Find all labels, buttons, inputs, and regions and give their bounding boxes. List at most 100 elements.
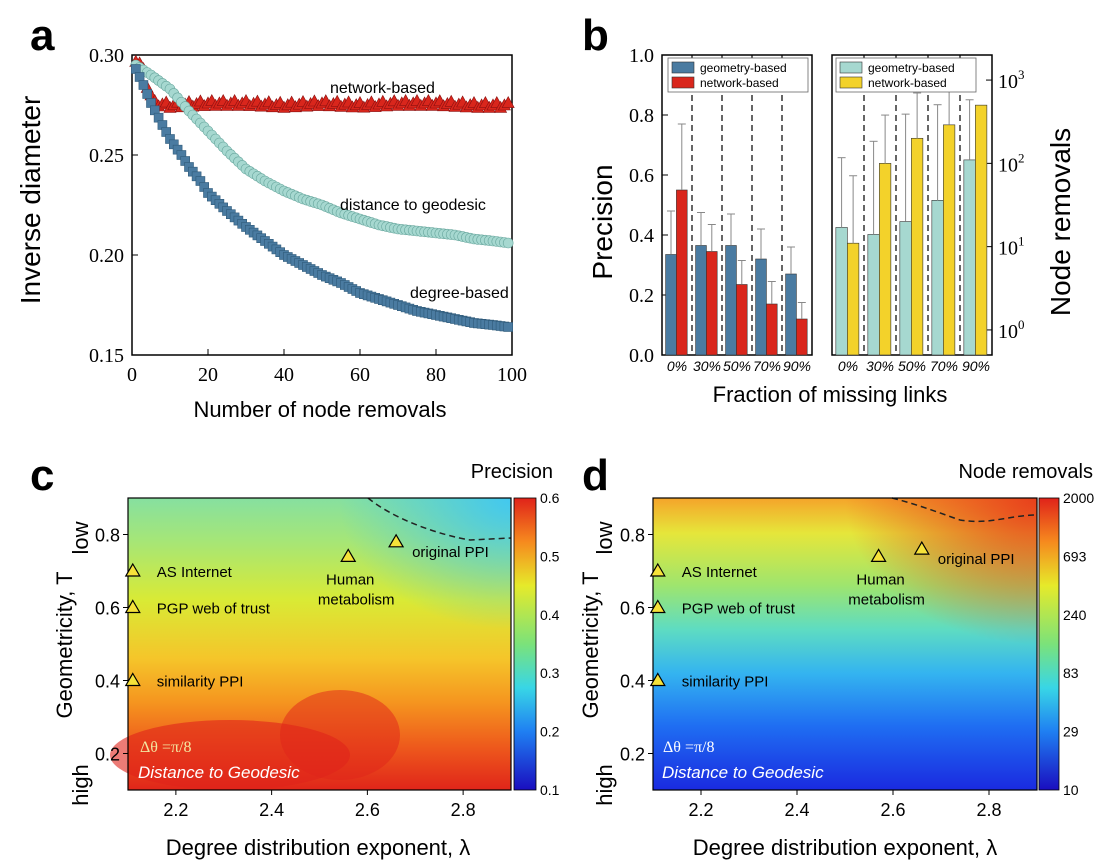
annotation-degree-based: degree-based bbox=[410, 285, 509, 302]
panel-b-marks bbox=[665, 81, 988, 356]
x-tick-label: 2.4 bbox=[259, 800, 284, 820]
point-marker bbox=[913, 540, 930, 555]
colorbar-label: 0.5 bbox=[540, 548, 560, 564]
bar-geometry-based bbox=[665, 254, 677, 356]
panel-c-note: Δθ =π/8 bbox=[140, 739, 192, 756]
y-tick-label: 1.0 bbox=[629, 45, 654, 67]
marker-degree-based bbox=[131, 64, 141, 74]
bar-network-based bbox=[943, 124, 956, 356]
colorbar-label: 693 bbox=[1063, 548, 1087, 564]
y-tick-label: 0.25 bbox=[89, 145, 124, 167]
panel-c-colorbar bbox=[513, 497, 537, 791]
panel-d-ylabel-high: high bbox=[592, 764, 617, 806]
y-tick-label: 0.4 bbox=[95, 672, 120, 692]
colorbar-label: 0.6 bbox=[540, 490, 560, 506]
y-tick-label: 0.8 bbox=[95, 526, 120, 546]
panel-a-ticks: 0 20 40 60 80 100 0.15 0.20 0.25 0.30 bbox=[89, 45, 527, 386]
bar-geometry-based bbox=[755, 258, 767, 356]
panel-c-frame bbox=[127, 497, 512, 791]
point-label: original PPI bbox=[938, 551, 1015, 568]
panel-c-points: AS Internet PGP web of trust similarity PP… bbox=[124, 533, 489, 691]
marker-degree-based bbox=[134, 72, 145, 82]
panel-b-left-legend: geometry-based network-based bbox=[667, 57, 809, 93]
colorbar-label: 0.3 bbox=[540, 665, 560, 681]
point-marker bbox=[124, 562, 141, 577]
point-marker bbox=[649, 562, 666, 577]
y-tick-label: 0.30 bbox=[89, 45, 124, 67]
colorbar-label: 0.2 bbox=[540, 724, 560, 740]
x-tick-label: 40 bbox=[274, 364, 294, 386]
point-marker bbox=[649, 599, 666, 614]
point-label: original PPI bbox=[412, 544, 489, 561]
x-tick-label: 50% bbox=[723, 358, 751, 374]
marker-degree-based bbox=[503, 322, 514, 332]
panel-d-frame bbox=[652, 497, 1038, 791]
bar-geometry-based bbox=[867, 234, 880, 356]
panel-b-xlabel: Fraction of missing links bbox=[713, 382, 948, 407]
x-tick-label: 2.4 bbox=[784, 800, 809, 820]
panel-c-ylabel-low: low bbox=[68, 521, 93, 554]
bar-network-based bbox=[766, 303, 778, 356]
colorbar-label: 29 bbox=[1063, 724, 1079, 740]
colorbar-label: 0.1 bbox=[540, 782, 560, 798]
panel-d-xlabel: Degree distribution exponent, λ bbox=[693, 835, 998, 860]
panel-d-points: AS Internet PGP web of trust similarity PP… bbox=[649, 540, 1015, 691]
point-marker bbox=[649, 672, 666, 687]
marker-network-based bbox=[501, 95, 515, 108]
colorbar-label: 10 bbox=[1063, 782, 1079, 798]
panel-c-contour bbox=[367, 497, 512, 541]
x-tick-label: 90% bbox=[962, 358, 990, 374]
y-tick-label: 0.0 bbox=[629, 345, 654, 367]
y-tick-label: 102 bbox=[998, 150, 1025, 176]
panel-d-ticks: 2.2 2.4 2.6 2.8 0.2 0.4 0.6 0.8 bbox=[620, 526, 1002, 821]
x-tick-label: 0% bbox=[667, 358, 687, 374]
x-tick-label: 2.8 bbox=[451, 800, 476, 820]
colorbar-label: 2000 bbox=[1063, 490, 1094, 506]
y-tick-label: 0.4 bbox=[620, 672, 645, 692]
bar-geometry-based bbox=[835, 227, 848, 356]
bar-network-based bbox=[879, 163, 892, 356]
point-label: PGP web of trust bbox=[157, 601, 271, 618]
point-label: AS Internet bbox=[157, 564, 233, 581]
panel-a-frame bbox=[131, 54, 513, 356]
bar-geometry-based bbox=[785, 273, 797, 356]
panel-c-colorbar-ticks: 0.6 0.5 0.4 0.3 0.2 0.1 bbox=[540, 490, 560, 798]
point-label: similarity PPI bbox=[682, 674, 769, 691]
annotation-distance-to-geodesic: distance to geodesic bbox=[340, 197, 486, 214]
y-tick-label: 0.2 bbox=[629, 285, 654, 307]
legend-label-geometry: geometry-based bbox=[700, 61, 787, 75]
y-tick-label: 0.15 bbox=[89, 345, 124, 367]
x-tick-label: 50% bbox=[898, 358, 926, 374]
y-tick-label: 101 bbox=[998, 234, 1025, 260]
annotation-network-based: network-based bbox=[330, 80, 435, 97]
y-tick-label: 103 bbox=[998, 67, 1025, 93]
y-tick-label: 0.20 bbox=[89, 245, 124, 267]
point-marker bbox=[388, 533, 405, 548]
bar-network-based bbox=[911, 137, 924, 356]
x-tick-label: 100 bbox=[497, 364, 527, 386]
bar-network-based bbox=[796, 318, 808, 356]
bar-geometry-based bbox=[899, 221, 912, 356]
x-tick-label: 0% bbox=[838, 358, 858, 374]
y-tick-label: 0.8 bbox=[620, 526, 645, 546]
bar-network-based bbox=[847, 242, 860, 356]
x-tick-label: 70% bbox=[930, 358, 958, 374]
panel-d-heatmap bbox=[653, 498, 1037, 790]
legend-swatch-network bbox=[671, 76, 695, 89]
x-tick-label: 0 bbox=[127, 364, 137, 386]
panel-c-ylabel: Geometricity, T bbox=[52, 571, 77, 718]
point-label: AS Internet bbox=[682, 564, 758, 581]
panel-letter-c: c bbox=[30, 451, 54, 500]
y-tick-label: 0.2 bbox=[95, 745, 120, 765]
colorbar-label: 240 bbox=[1063, 607, 1087, 623]
point-marker bbox=[124, 599, 141, 614]
panel-letter-d: d bbox=[582, 451, 609, 500]
marker-distance to geodesic bbox=[502, 237, 514, 249]
point-label: similarity PPI bbox=[157, 674, 244, 691]
x-tick-label: 70% bbox=[753, 358, 781, 374]
bar-geometry-based bbox=[931, 200, 944, 356]
legend-swatch-network-2 bbox=[839, 76, 863, 89]
point-label: PGP web of trust bbox=[682, 601, 796, 618]
